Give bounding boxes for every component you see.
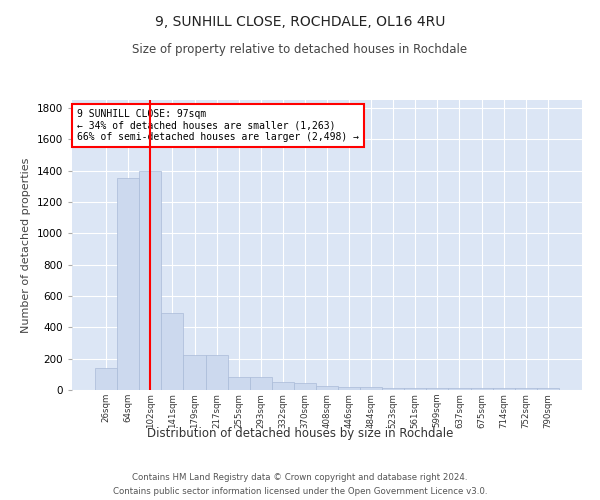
Text: 9, SUNHILL CLOSE, ROCHDALE, OL16 4RU: 9, SUNHILL CLOSE, ROCHDALE, OL16 4RU [155, 15, 445, 29]
Bar [493, 388, 515, 390]
Bar [250, 376, 272, 390]
Bar [206, 354, 227, 390]
Bar [338, 387, 360, 390]
Bar [316, 386, 338, 390]
Text: Contains HM Land Registry data © Crown copyright and database right 2024.: Contains HM Land Registry data © Crown c… [132, 472, 468, 482]
Bar [427, 388, 448, 390]
Bar [382, 388, 404, 390]
Bar [184, 354, 206, 390]
Bar [139, 170, 161, 390]
Bar [227, 376, 250, 390]
Bar [537, 388, 559, 390]
Bar [117, 178, 139, 390]
Text: Size of property relative to detached houses in Rochdale: Size of property relative to detached ho… [133, 42, 467, 56]
Bar [448, 388, 470, 390]
Bar [294, 383, 316, 390]
Text: Distribution of detached houses by size in Rochdale: Distribution of detached houses by size … [147, 428, 453, 440]
Bar [470, 388, 493, 390]
Y-axis label: Number of detached properties: Number of detached properties [21, 158, 31, 332]
Bar [95, 368, 117, 390]
Text: Contains public sector information licensed under the Open Government Licence v3: Contains public sector information licen… [113, 488, 487, 496]
Bar [404, 388, 427, 390]
Bar [272, 382, 294, 390]
Text: 9 SUNHILL CLOSE: 97sqm
← 34% of detached houses are smaller (1,263)
66% of semi-: 9 SUNHILL CLOSE: 97sqm ← 34% of detached… [77, 108, 359, 142]
Bar [360, 387, 382, 390]
Bar [515, 388, 537, 390]
Bar [161, 313, 184, 390]
